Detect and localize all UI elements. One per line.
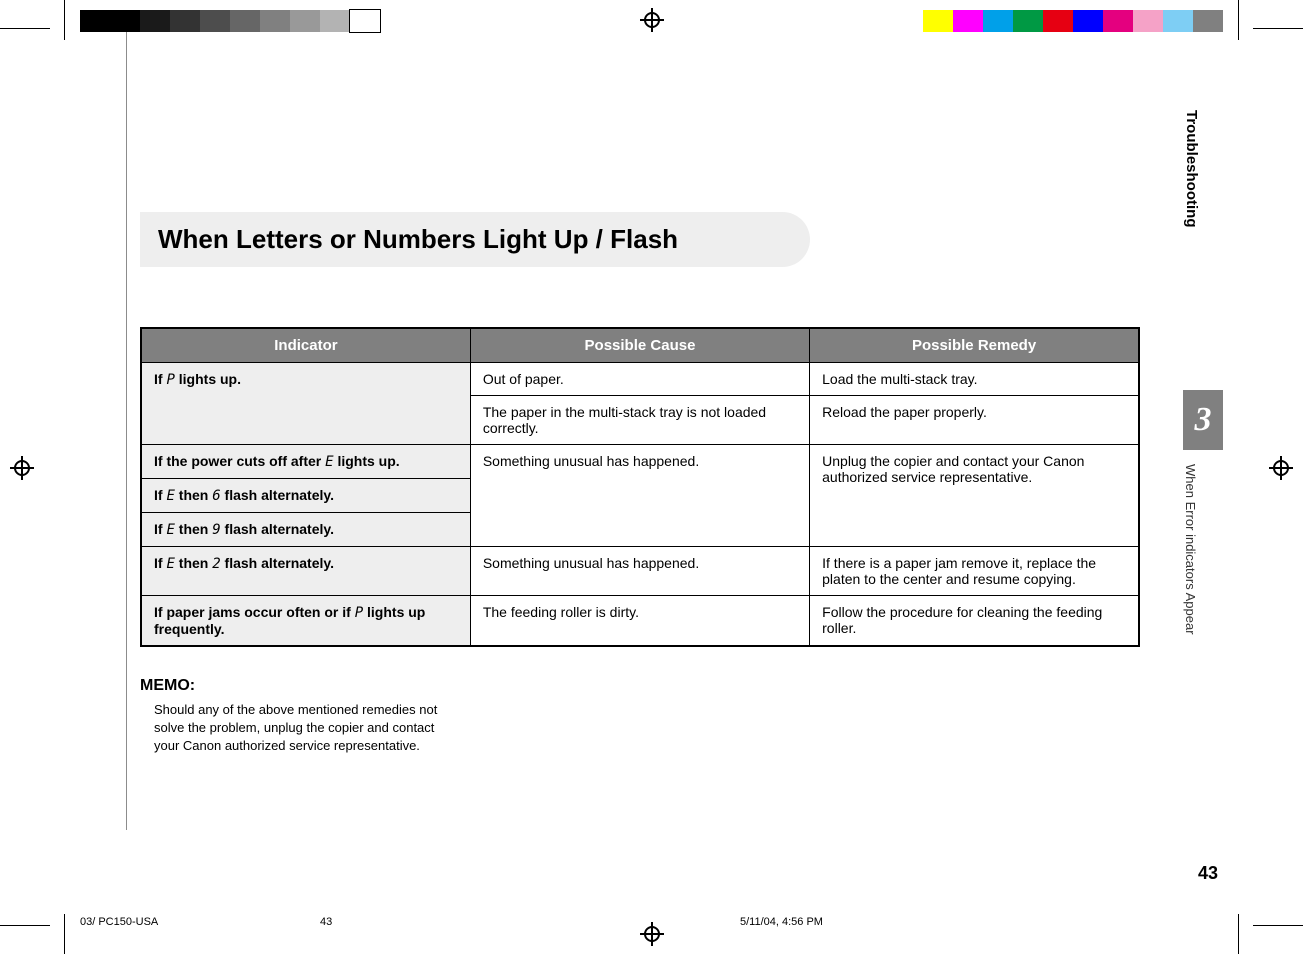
- footer-file: 03/ PC150-USA: [80, 916, 320, 928]
- memo-block: MEMO: Should any of the above mentioned …: [140, 677, 1140, 756]
- segment-code: 6: [212, 488, 220, 504]
- table-row: If the power cuts off after E lights up.…: [141, 445, 1139, 479]
- col-header-cause: Possible Cause: [470, 328, 809, 363]
- crop-mark: [0, 28, 50, 29]
- table-row: If P lights up. Out of paper. Load the m…: [141, 363, 1139, 396]
- remedy-cell: Reload the paper properly.: [810, 396, 1139, 445]
- indicator-cell: If E then 9 flash alternately.: [141, 513, 470, 547]
- segment-code: E: [166, 488, 174, 504]
- indicator-cell: If paper jams occur often or if P lights…: [141, 596, 470, 647]
- crop-mark: [1253, 28, 1303, 29]
- footer-page: 43: [320, 916, 740, 928]
- cause-cell: Something unusual has happened.: [470, 547, 809, 596]
- table-row: If paper jams occur often or if P lights…: [141, 596, 1139, 647]
- remedy-cell: Unplug the copier and contact your Canon…: [810, 445, 1139, 547]
- indicator-cell: If E then 2 flash alternately.: [141, 547, 470, 596]
- registration-mark-icon: [640, 8, 664, 32]
- registration-mark-icon: [1269, 456, 1293, 480]
- cause-cell: Out of paper.: [470, 363, 809, 396]
- crop-mark: [0, 925, 50, 926]
- subsection-label: When Error indicators Appear: [1183, 450, 1198, 710]
- margin-rule: [126, 30, 127, 830]
- print-footer: 03/ PC150-USA 43 5/11/04, 4:56 PM: [80, 916, 1220, 928]
- cause-cell: The feeding roller is dirty.: [470, 596, 809, 647]
- crop-mark: [64, 914, 65, 954]
- col-header-remedy: Possible Remedy: [810, 328, 1139, 363]
- remedy-cell: Load the multi-stack tray.: [810, 363, 1139, 396]
- memo-heading: MEMO:: [140, 677, 1140, 695]
- col-header-indicator: Indicator: [141, 328, 470, 363]
- troubleshooting-table: Indicator Possible Cause Possible Remedy…: [140, 327, 1140, 647]
- remedy-cell: If there is a paper jam remove it, repla…: [810, 547, 1139, 596]
- segment-code: E: [166, 522, 174, 538]
- table-row: If E then 2 flash alternately. Something…: [141, 547, 1139, 596]
- remedy-cell: Follow the procedure for cleaning the fe…: [810, 596, 1139, 647]
- segment-code: 9: [212, 522, 220, 538]
- indicator-cell: If E then 6 flash alternately.: [141, 479, 470, 513]
- memo-body: Should any of the above mentioned remedi…: [140, 701, 450, 756]
- segment-code: P: [166, 372, 174, 388]
- main-content: When Letters or Numbers Light Up / Flash…: [140, 212, 1140, 756]
- page-number: 43: [1198, 863, 1218, 884]
- side-tab: Troubleshooting 3 When Error indicators …: [1183, 100, 1223, 880]
- cause-cell: Something unusual has happened.: [470, 445, 809, 547]
- segment-code: 2: [212, 556, 220, 572]
- segment-code: E: [166, 556, 174, 572]
- indicator-cell: If P lights up.: [141, 363, 470, 445]
- section-label: Troubleshooting: [1183, 100, 1200, 300]
- indicator-cell: If the power cuts off after E lights up.: [141, 445, 470, 479]
- segment-code: P: [355, 605, 363, 621]
- registration-mark-icon: [10, 456, 34, 480]
- cause-cell: The paper in the multi-stack tray is not…: [470, 396, 809, 445]
- segment-code: E: [325, 454, 333, 470]
- page-title: When Letters or Numbers Light Up / Flash: [140, 212, 810, 267]
- footer-timestamp: 5/11/04, 4:56 PM: [740, 916, 1220, 928]
- crop-mark: [1253, 925, 1303, 926]
- crop-mark: [1238, 0, 1239, 40]
- grayscale-colorbar: [80, 10, 380, 32]
- crop-mark: [64, 0, 65, 40]
- chapter-number-tab: 3: [1183, 390, 1223, 450]
- crop-mark: [1238, 914, 1239, 954]
- cmyk-colorbar: [923, 10, 1223, 32]
